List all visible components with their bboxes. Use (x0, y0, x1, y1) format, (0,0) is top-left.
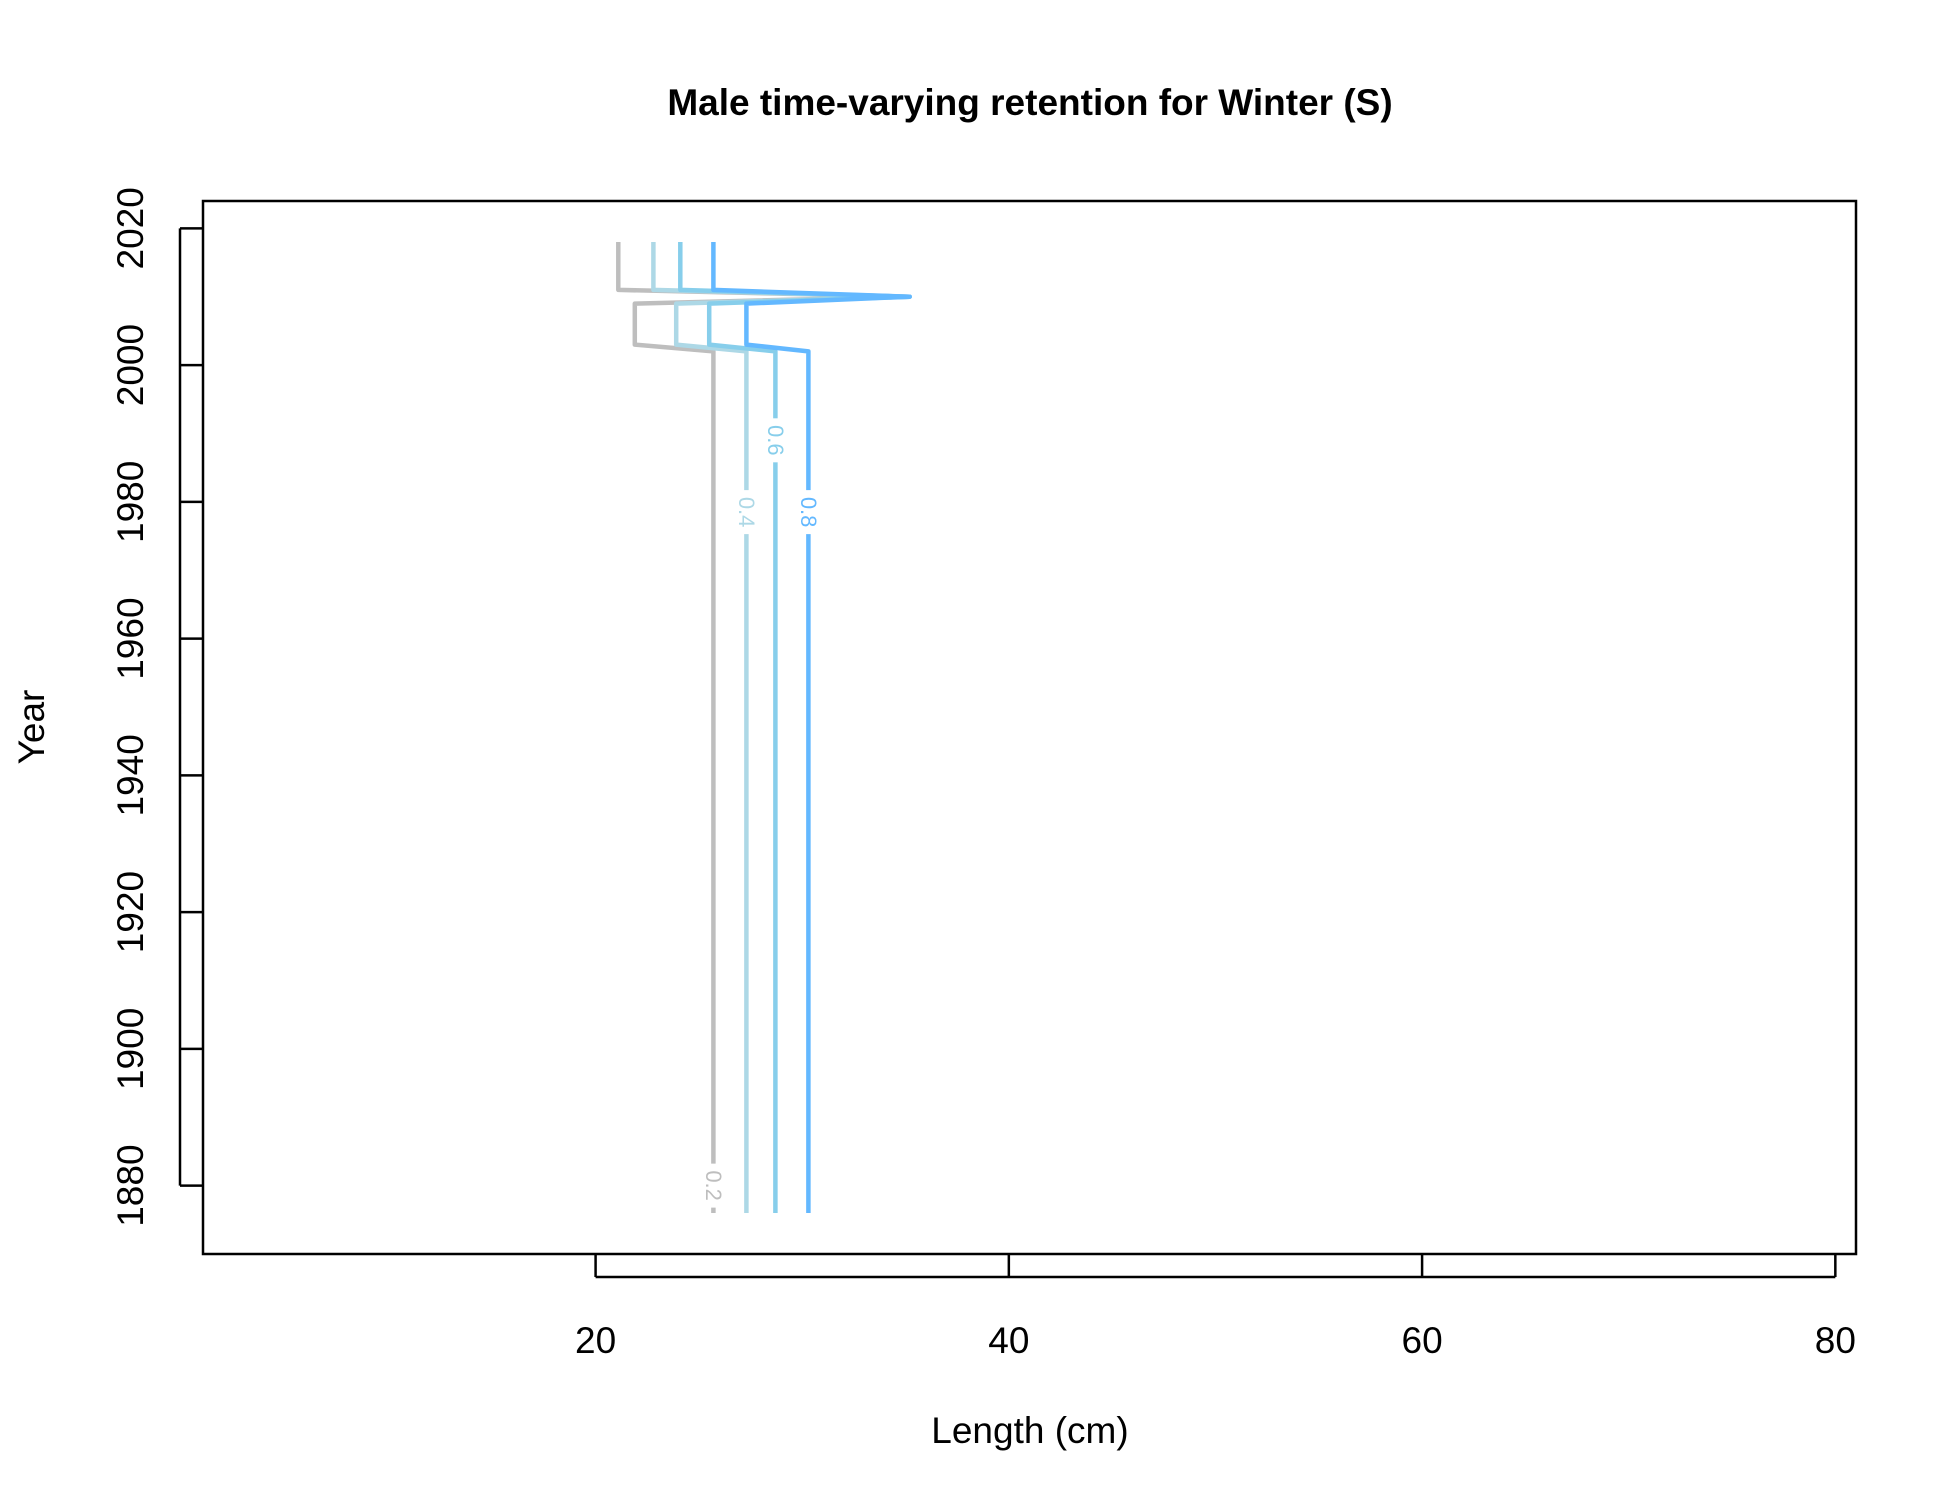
contour-label-0.2: 0.2 (701, 1170, 726, 1201)
contour-label-0.8: 0.8 (796, 497, 821, 528)
contour-line-0.4 (651, 242, 912, 1213)
y-tick-label-1960: 1960 (110, 597, 151, 679)
contour-label-0.6: 0.6 (763, 425, 788, 456)
contour-lines: 0.2 0.4 0.6 0.8 (616, 242, 912, 1213)
y-axis: 1880 1900 1920 1940 1960 1980 2000 2020 (110, 187, 203, 1227)
contour-label-0.4: 0.4 (734, 497, 759, 528)
y-tick-label-2000: 2000 (110, 324, 151, 406)
contour-label-gap-0.2 (701, 1163, 726, 1208)
x-axis-label: Length (cm) (931, 1410, 1128, 1451)
y-tick-label-2020: 2020 (110, 187, 151, 269)
y-tick-label-1880: 1880 (110, 1144, 151, 1226)
x-tick-label-40: 40 (988, 1320, 1029, 1361)
y-tick-label-1980: 1980 (110, 461, 151, 543)
y-tick-label-1920: 1920 (110, 871, 151, 953)
x-tick-label-20: 20 (575, 1320, 616, 1361)
contour-label-gap-0.8 (796, 490, 821, 535)
x-tick-label-60: 60 (1402, 1320, 1443, 1361)
contour-0.4: 0.4 (651, 242, 912, 1213)
contour-0.6: 0.6 (678, 242, 912, 1213)
x-tick-label-80: 80 (1815, 1320, 1856, 1361)
contour-line-0.6 (678, 242, 912, 1213)
contour-label-gap-0.6 (763, 418, 788, 463)
y-tick-label-1940: 1940 (110, 734, 151, 816)
plot-frame (201, 199, 1858, 1256)
y-axis-label: Year (11, 690, 52, 765)
y-tick-label-1900: 1900 (110, 1008, 151, 1090)
x-axis: 20 40 60 80 (575, 1254, 1856, 1361)
contour-0.8: 0.8 (711, 242, 912, 1213)
contour-0.2: 0.2 (616, 242, 912, 1213)
contour-label-gap-0.4 (734, 490, 759, 535)
contour-line-0.2 (616, 242, 912, 1213)
contour-line-0.8 (711, 242, 912, 1213)
chart-title: Male time-varying retention for Winter (… (667, 82, 1392, 123)
